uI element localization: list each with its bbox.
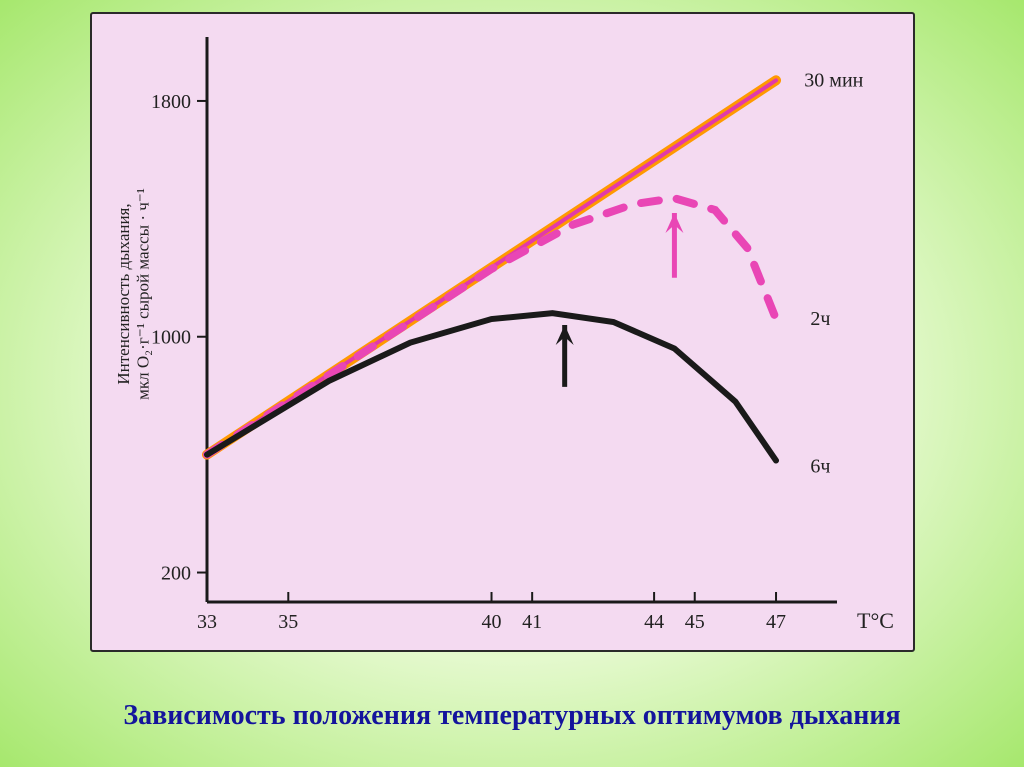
- chart-svg: 33 35 40 41 44 45 47 T°C 200 1000 1800 Интенсивност…: [92, 14, 917, 654]
- series-6h-label: 6ч: [810, 455, 830, 477]
- x-tick-label: 33: [197, 611, 217, 633]
- series-30min-label: 30 мин: [804, 69, 863, 91]
- x-tick-label: 41: [522, 611, 542, 633]
- slide-stage: 33 35 40 41 44 45 47 T°C 200 1000 1800 Интенсивност…: [0, 0, 1024, 767]
- y-axis-label: Интенсивность дыхания,мкл O₂·г⁻¹ сырой м…: [114, 188, 153, 400]
- x-axis-label: T°C: [857, 608, 894, 633]
- x-tick-label: 40: [482, 611, 502, 633]
- chart-frame: 33 35 40 41 44 45 47 T°C 200 1000 1800 Интенсивност…: [90, 12, 915, 652]
- x-tick-label: 35: [278, 611, 298, 633]
- y-tick-label: 200: [161, 563, 191, 585]
- y-tick-label: 1800: [151, 91, 191, 113]
- slide-caption: Зависимость положения температурных опти…: [0, 700, 1024, 732]
- series-2h: [207, 198, 776, 454]
- x-tick-label: 45: [685, 611, 705, 633]
- series-6h: [207, 313, 776, 460]
- x-tick-label: 47: [766, 611, 786, 633]
- y-tick-label: 1000: [151, 327, 191, 349]
- x-tick-label: 44: [644, 611, 664, 633]
- series-2h-label: 2ч: [810, 308, 830, 330]
